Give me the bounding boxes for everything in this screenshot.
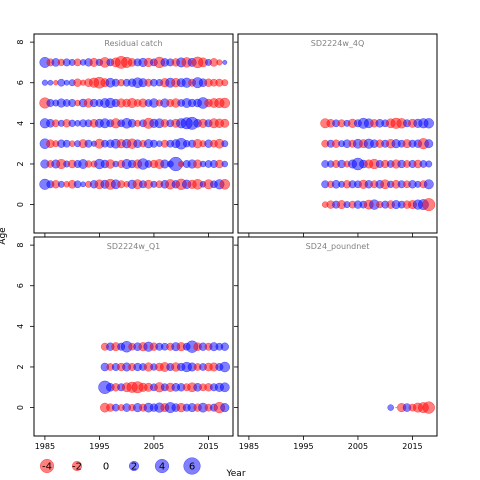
y-tick-label: 8	[16, 243, 25, 248]
residual-bubble	[220, 403, 230, 413]
residual-bubble	[41, 79, 48, 86]
x-tick-label: 1995	[293, 442, 313, 451]
y-tick-label: 2	[16, 364, 25, 369]
panel-title: SD2224w_Q1	[107, 242, 161, 251]
panel-frame	[237, 236, 438, 437]
legend-label: -2	[72, 462, 82, 473]
y-tick-label: 4	[16, 121, 25, 126]
x-tick-label: 2005	[144, 442, 164, 451]
residual-bubble	[220, 118, 230, 128]
residual-bubble	[221, 79, 229, 87]
legend-bubble	[183, 457, 201, 475]
residual-bubble	[219, 179, 231, 190]
residual-bubble	[395, 406, 397, 409]
residual-bubble	[220, 342, 229, 351]
panel-frame	[237, 33, 438, 234]
residual-bubble	[423, 179, 434, 190]
residual-bubble	[423, 118, 434, 129]
panel-1: SD2224w_4Q	[234, 33, 438, 237]
y-tick-label: 6	[16, 283, 25, 288]
residual-bubble	[422, 401, 435, 414]
legend-label: 6	[189, 462, 195, 473]
residual-bubble	[80, 181, 86, 188]
residual-bubble	[219, 382, 230, 393]
residual-bubble	[73, 180, 82, 189]
residual-bubble	[219, 97, 231, 109]
residual-bubble	[216, 59, 223, 66]
y-axis-label: Age	[0, 227, 8, 245]
x-tick-label: 1985	[35, 442, 55, 451]
x-axis-label: Year	[225, 469, 245, 479]
legend-bubble	[71, 460, 83, 472]
panels-layer: Residual catch 0 2 4 6 8 SD2224w_4Q SD2224w_Q1 0…	[16, 33, 438, 451]
residual-bubble	[47, 79, 54, 86]
residual-bubble	[222, 59, 228, 65]
legend-bubble	[154, 458, 170, 474]
y-tick-label: 4	[16, 324, 25, 329]
legend-bubble	[39, 458, 55, 474]
residual-bubble	[387, 404, 394, 411]
panel-frame	[33, 33, 234, 234]
panel-3: SD24_poundnet 1985 1995 2005 2015	[234, 236, 438, 451]
legend-label: 0	[103, 462, 109, 473]
residual-bubble	[221, 140, 229, 148]
panel-2: SD2224w_Q1 0 2 4 6 8 1985 1995 2005 2015	[16, 236, 234, 451]
residual-bubble	[424, 139, 434, 149]
panel-0: Residual catch 0 2 4 6 8	[16, 33, 234, 237]
legend-label: 2	[131, 462, 137, 473]
y-tick-label: 0	[16, 405, 25, 410]
y-tick-label: 0	[16, 202, 25, 207]
legend-label: 4	[159, 462, 165, 473]
y-tick-label: 8	[16, 40, 25, 45]
legend: -4 -2 0 2 4 6	[39, 457, 201, 475]
legend-label: -4	[42, 462, 52, 473]
residual-bubble	[219, 361, 231, 373]
legend-bubble	[128, 460, 140, 472]
x-tick-label: 1995	[89, 442, 109, 451]
residual-bubble	[57, 78, 66, 87]
x-tick-label: 1985	[239, 442, 259, 451]
residual-bubble	[63, 79, 70, 86]
x-tick-label: 2015	[198, 442, 218, 451]
residual-bubble	[221, 160, 229, 168]
x-tick-label: 2015	[402, 442, 422, 451]
x-tick-label: 2005	[348, 442, 368, 451]
y-tick-label: 2	[16, 161, 25, 166]
residual-bubble	[425, 160, 433, 168]
panel-title: Residual catch	[104, 39, 162, 48]
panel-title: SD2224w_4Q	[311, 39, 365, 48]
panel-frame	[33, 236, 234, 437]
panel-title: SD24_poundnet	[306, 242, 370, 251]
residual-bubble	[422, 198, 436, 212]
y-tick-label: 6	[16, 80, 25, 85]
